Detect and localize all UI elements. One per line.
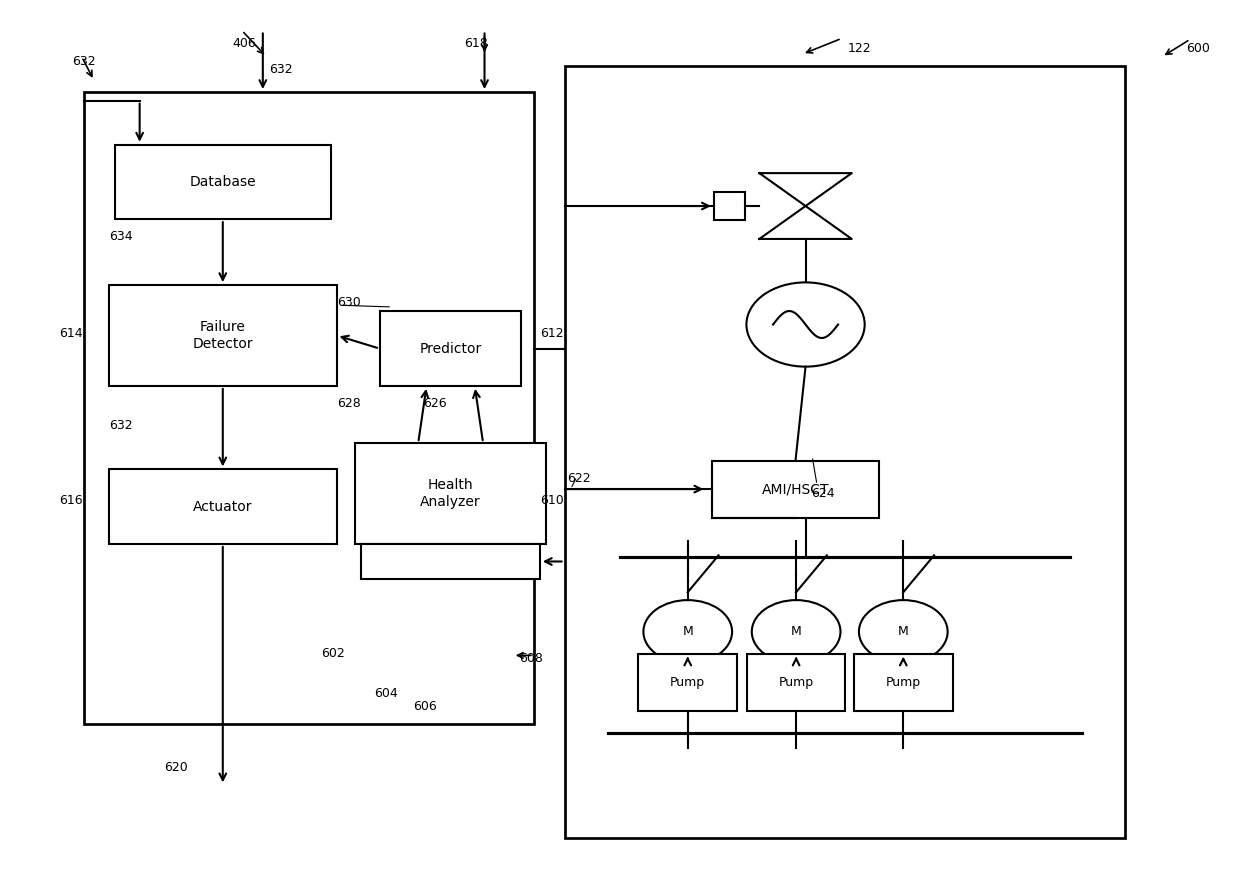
Text: Database: Database xyxy=(190,175,257,189)
FancyBboxPatch shape xyxy=(712,461,879,517)
Text: 600: 600 xyxy=(1187,42,1210,55)
Text: 626: 626 xyxy=(423,397,446,410)
FancyBboxPatch shape xyxy=(361,544,539,579)
Text: 606: 606 xyxy=(413,700,436,713)
FancyBboxPatch shape xyxy=(564,66,1125,838)
Text: 634: 634 xyxy=(109,230,133,244)
Text: Actuator: Actuator xyxy=(193,500,253,514)
Text: 624: 624 xyxy=(811,487,835,501)
Text: 632: 632 xyxy=(269,64,293,76)
Text: M: M xyxy=(791,626,801,638)
FancyBboxPatch shape xyxy=(379,311,522,386)
Text: M: M xyxy=(898,626,909,638)
Text: Predictor: Predictor xyxy=(419,342,482,355)
FancyBboxPatch shape xyxy=(714,192,744,220)
Text: 604: 604 xyxy=(373,687,397,700)
FancyBboxPatch shape xyxy=(115,144,331,219)
Text: 122: 122 xyxy=(848,42,872,55)
Text: 614: 614 xyxy=(60,327,83,340)
FancyBboxPatch shape xyxy=(109,470,337,544)
Text: 608: 608 xyxy=(520,651,543,664)
Text: Health
Analyzer: Health Analyzer xyxy=(420,478,481,509)
FancyBboxPatch shape xyxy=(639,654,737,711)
Text: 620: 620 xyxy=(164,761,188,774)
Text: 610: 610 xyxy=(539,494,564,507)
FancyBboxPatch shape xyxy=(746,654,846,711)
Text: Pump: Pump xyxy=(670,676,706,688)
Text: 612: 612 xyxy=(539,327,563,340)
Text: 632: 632 xyxy=(72,55,95,67)
FancyBboxPatch shape xyxy=(109,285,337,386)
FancyBboxPatch shape xyxy=(854,654,952,711)
Text: M: M xyxy=(682,626,693,638)
Text: 616: 616 xyxy=(60,494,83,507)
Text: Pump: Pump xyxy=(779,676,813,688)
FancyBboxPatch shape xyxy=(355,443,546,544)
Text: 632: 632 xyxy=(109,419,133,432)
Text: Pump: Pump xyxy=(885,676,921,688)
Text: Failure
Detector: Failure Detector xyxy=(192,321,253,351)
Text: 630: 630 xyxy=(337,296,361,309)
Text: 622: 622 xyxy=(567,471,590,485)
Text: 628: 628 xyxy=(337,397,361,410)
FancyBboxPatch shape xyxy=(84,92,533,724)
Text: 602: 602 xyxy=(321,647,345,660)
Text: 618: 618 xyxy=(464,37,487,51)
Text: AMI/HSCT: AMI/HSCT xyxy=(761,482,830,496)
Text: 406: 406 xyxy=(232,37,257,51)
